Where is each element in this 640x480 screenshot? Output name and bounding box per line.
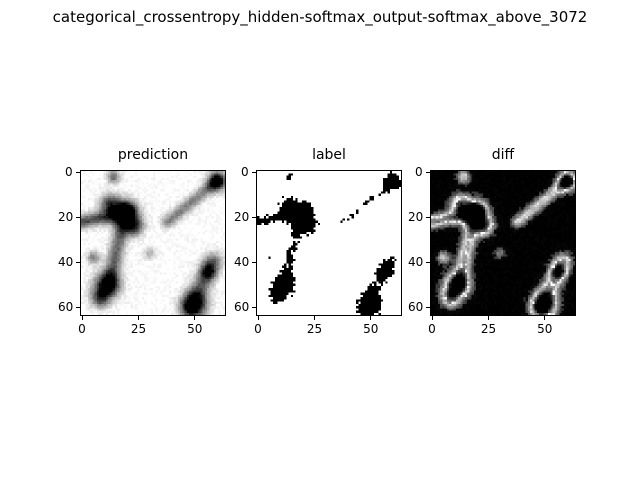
figure-suptitle: categorical_crossentropy_hidden-softmax_… <box>52 8 588 26</box>
x-tick-label: 25 <box>480 322 497 336</box>
x-tick-mark <box>137 316 139 320</box>
y-tick-label: 60 <box>58 300 74 315</box>
y-tick-mark <box>426 261 430 263</box>
y-tick-label: 40 <box>58 255 74 270</box>
label-panel-title: label <box>312 147 346 163</box>
y-tick-label: 0 <box>65 165 73 180</box>
y-tick-label: 60 <box>234 300 250 315</box>
x-tick-mark <box>487 316 489 320</box>
x-tick-mark <box>81 316 83 320</box>
label-image-axes <box>256 170 402 316</box>
y-tick-mark <box>252 171 256 173</box>
y-tick-label: 20 <box>58 210 74 225</box>
x-tick-label: 0 <box>428 322 436 336</box>
x-tick-label: 0 <box>78 322 86 336</box>
y-tick-mark <box>426 306 430 308</box>
y-tick-mark <box>426 216 430 218</box>
x-tick-label: 50 <box>187 322 203 336</box>
x-tick-mark <box>544 316 546 320</box>
diff-image-axes <box>430 170 576 316</box>
y-tick-mark <box>252 306 256 308</box>
x-tick-label: 0 <box>254 322 262 336</box>
x-tick-label: 50 <box>537 322 553 336</box>
y-tick-mark <box>252 216 256 218</box>
y-tick-label: 60 <box>408 300 424 315</box>
y-tick-label: 40 <box>408 255 424 270</box>
y-tick-label: 20 <box>408 210 424 225</box>
label-mask <box>257 171 401 315</box>
diff-heatmap <box>431 171 575 315</box>
y-tick-mark <box>76 216 80 218</box>
y-tick-label: 0 <box>241 165 249 180</box>
y-tick-mark <box>76 306 80 308</box>
y-tick-mark <box>252 261 256 263</box>
x-tick-mark <box>370 316 372 320</box>
x-tick-mark <box>313 316 315 320</box>
diff-panel-title: diff <box>491 147 515 163</box>
x-tick-mark <box>257 316 259 320</box>
x-tick-label: 50 <box>363 322 379 336</box>
prediction-image-axes <box>80 170 226 316</box>
x-tick-label: 25 <box>130 322 147 336</box>
y-tick-mark <box>76 261 80 263</box>
y-tick-mark <box>426 171 430 173</box>
y-tick-label: 40 <box>234 255 250 270</box>
y-tick-mark <box>76 171 80 173</box>
x-tick-label: 25 <box>306 322 323 336</box>
y-tick-label: 0 <box>415 165 423 180</box>
x-tick-mark <box>194 316 196 320</box>
x-tick-mark <box>431 316 433 320</box>
y-tick-label: 20 <box>234 210 250 225</box>
prediction-heatmap <box>81 171 225 315</box>
prediction-panel-title: prediction <box>117 147 189 163</box>
